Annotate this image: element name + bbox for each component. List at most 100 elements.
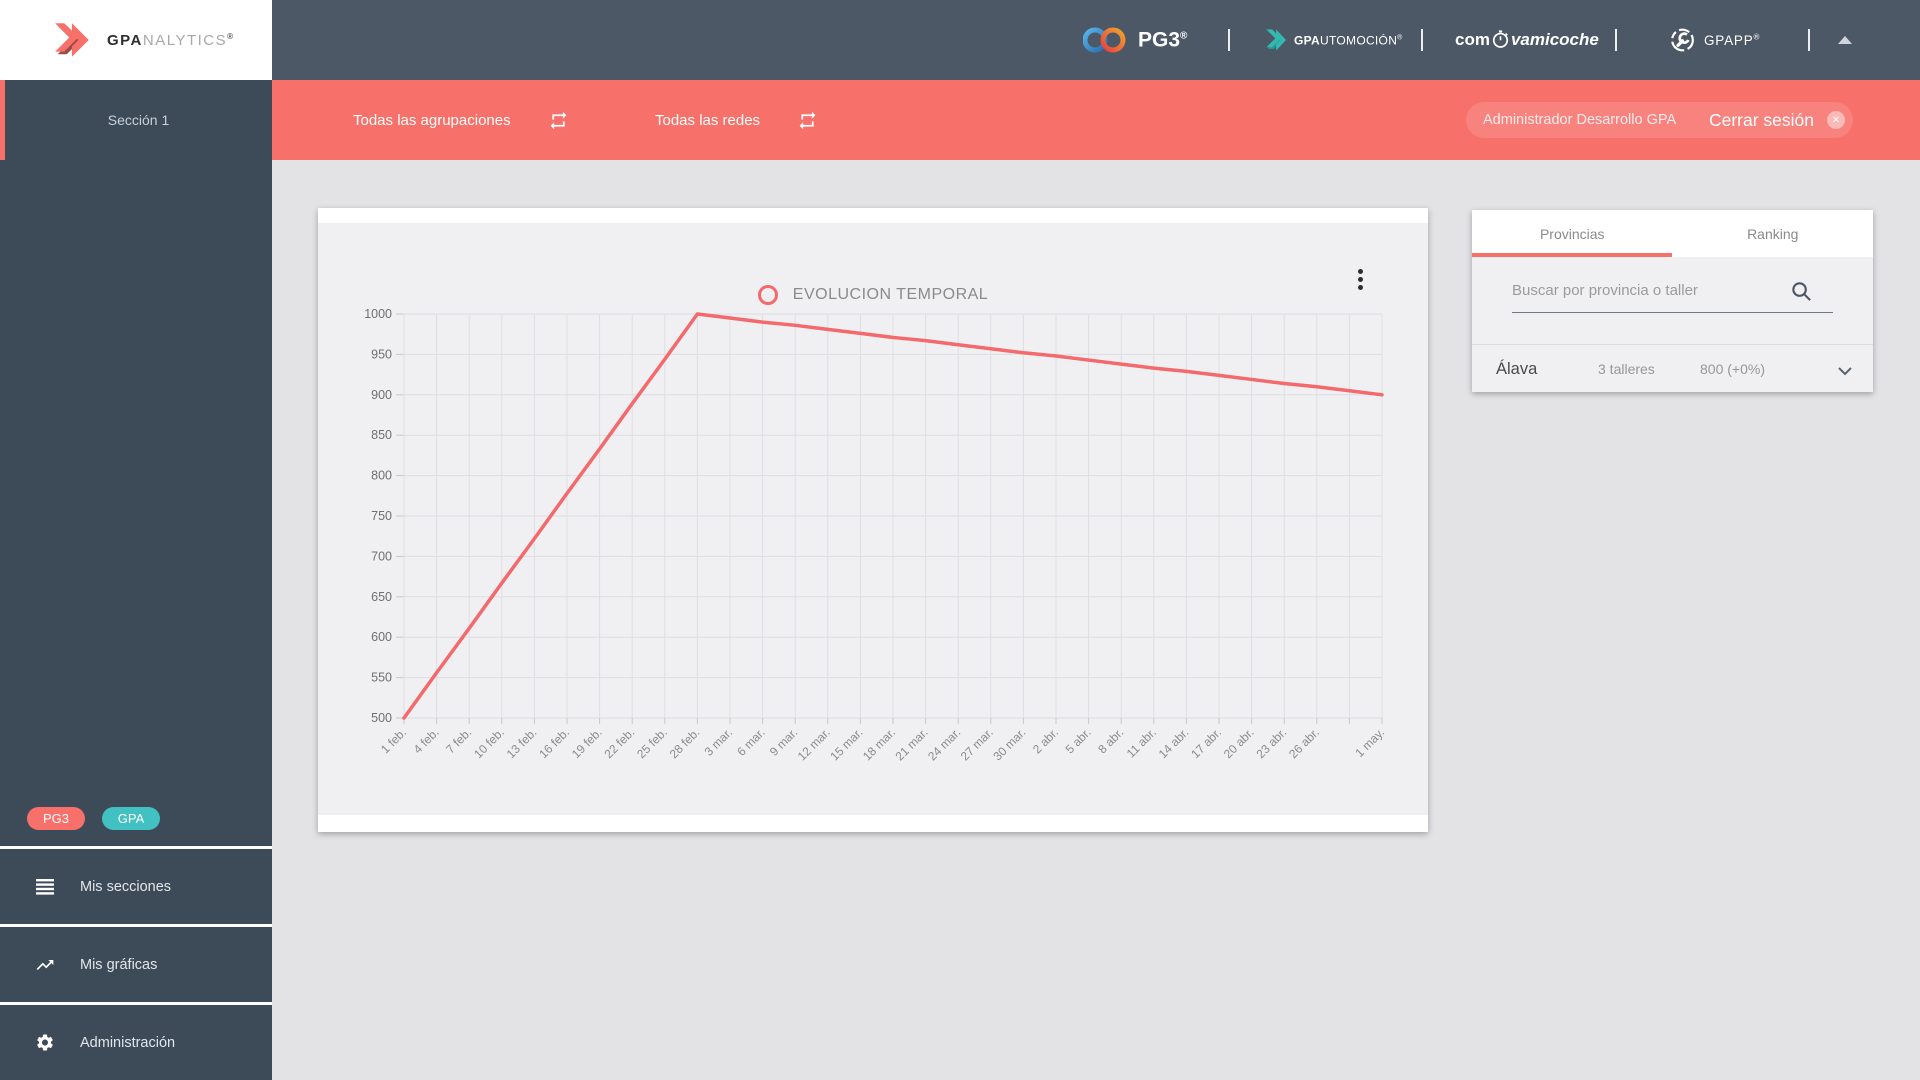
gpapp-logo-text: GPAPP® <box>1704 32 1761 48</box>
svg-text:26 abr.: 26 abr. <box>1286 725 1322 761</box>
svg-text:3 mar.: 3 mar. <box>702 725 735 758</box>
search-icon[interactable] <box>1790 280 1813 308</box>
search-field <box>1512 269 1833 313</box>
svg-text:19 feb.: 19 feb. <box>569 725 605 761</box>
svg-text:6 mar.: 6 mar. <box>734 725 767 758</box>
svg-text:12 mar.: 12 mar. <box>795 725 833 763</box>
svg-text:24 mar.: 24 mar. <box>925 725 963 763</box>
svg-text:13 feb.: 13 feb. <box>504 725 540 761</box>
close-session-icon[interactable]: ✕ <box>1827 111 1845 129</box>
compravamicoche-logo: com vamicoche <box>1455 30 1599 49</box>
filter-redes-label: Todas las redes <box>655 111 761 129</box>
gpa-badge[interactable]: GPA <box>102 807 160 830</box>
svg-text:28 feb.: 28 feb. <box>667 725 703 761</box>
gpautomocion-arrow-icon <box>1266 29 1286 51</box>
sidebar-badges: PG3 GPA <box>0 805 272 846</box>
svg-text:650: 650 <box>371 590 392 604</box>
sidebar-bottom: PG3 GPA Mis secciones Mis gráficas Admin… <box>0 805 272 1080</box>
province-row-alava[interactable]: Álava 3 talleres 800 (+0%) <box>1472 344 1873 392</box>
svg-text:30 mar.: 30 mar. <box>990 725 1028 763</box>
svg-text:4 feb.: 4 feb. <box>411 725 442 756</box>
panel-tabbar: Provincias Ranking <box>1472 210 1873 257</box>
svg-text:21 mar.: 21 mar. <box>893 725 931 763</box>
search-area <box>1472 257 1873 344</box>
chevron-down-icon[interactable] <box>1838 363 1852 381</box>
legend-marker-icon <box>757 285 778 305</box>
sidebar-item-seccion-1[interactable]: Sección 1 <box>0 80 272 160</box>
chart-menu-kebab-icon[interactable] <box>1348 269 1372 290</box>
pg3-infinity-icon <box>1083 27 1126 53</box>
svg-text:950: 950 <box>371 347 392 361</box>
province-value: 800 (+0%) <box>1700 361 1765 377</box>
svg-text:800: 800 <box>371 469 392 483</box>
line-chart-icon <box>36 959 54 970</box>
sidebar-item-label: Mis secciones <box>80 878 172 895</box>
provinces-panel: Provincias Ranking Álava 3 talleres 800 … <box>1472 210 1873 392</box>
svg-text:500: 500 <box>371 711 392 725</box>
tab-ranking[interactable]: Ranking <box>1747 225 1799 242</box>
svg-text:17 abr.: 17 abr. <box>1188 725 1224 761</box>
svg-text:27 mar.: 27 mar. <box>958 725 996 763</box>
pg3-logo-text: PG3® <box>1138 28 1188 51</box>
pg3-logo: PG3® <box>1083 27 1187 54</box>
svg-text:16 feb.: 16 feb. <box>536 725 572 761</box>
province-name: Álava <box>1496 359 1538 378</box>
sidebar-item-mis-graficas[interactable]: Mis gráficas <box>0 924 272 1002</box>
list-icon <box>36 878 54 895</box>
svg-text:900: 900 <box>371 388 392 402</box>
search-input[interactable] <box>1512 269 1792 311</box>
svg-text:850: 850 <box>371 428 392 442</box>
filter-agrupaciones-label: Todas las agrupaciones <box>353 111 511 129</box>
svg-text:550: 550 <box>371 671 392 685</box>
chart-legend: EVOLUCION TEMPORAL <box>318 285 1428 305</box>
svg-text:14 abr.: 14 abr. <box>1156 725 1192 761</box>
svg-text:22 feb.: 22 feb. <box>601 725 637 761</box>
gpanalytics-logo-text: GPANALYTICS® <box>107 31 234 49</box>
svg-text:20 abr.: 20 abr. <box>1221 725 1257 761</box>
filter-agrupaciones[interactable]: Todas las agrupaciones <box>353 80 569 160</box>
gear-icon <box>37 1034 53 1051</box>
svg-text:11 abr.: 11 abr. <box>1124 725 1159 760</box>
svg-text:18 mar.: 18 mar. <box>860 725 898 763</box>
active-tab-underline <box>1472 253 1672 257</box>
svg-text:25 feb.: 25 feb. <box>634 725 670 761</box>
sidebar-item-label: Mis gráficas <box>80 956 158 973</box>
sidebar-item-administracion[interactable]: Administración <box>0 1002 272 1080</box>
svg-text:2 abr.: 2 abr. <box>1030 725 1061 756</box>
evolution-chart: 500 550 600 650 700 750 800 850 900 950 1000 1 feb.… <box>364 307 1387 763</box>
pg3-badge[interactable]: PG3 <box>27 807 85 830</box>
svg-text:700: 700 <box>371 549 392 563</box>
svg-text:1 feb.: 1 feb. <box>378 725 409 756</box>
repeat-icon <box>550 111 566 129</box>
tab-provincias[interactable]: Provincias <box>1539 225 1605 242</box>
stopwatch-icon <box>1492 30 1509 48</box>
svg-text:600: 600 <box>371 630 392 644</box>
svg-text:23 abr.: 23 abr. <box>1253 725 1289 761</box>
gpapp-wrench-icon <box>1671 28 1694 52</box>
sidebar-item-label: Administración <box>80 1034 176 1051</box>
header-divider <box>1421 29 1423 51</box>
svg-text:10 feb.: 10 feb. <box>471 725 507 761</box>
svg-text:1000: 1000 <box>364 307 392 321</box>
top-header: GPANALYTICS® PG3® GPAUTOMOCIÓN® <box>0 0 1920 80</box>
svg-text:1 may.: 1 may. <box>1352 725 1387 760</box>
header-divider <box>1228 29 1230 51</box>
collapse-header-arrow-icon[interactable] <box>1838 36 1852 44</box>
gpanalytics-logo-icon <box>55 23 89 57</box>
header-divider <box>1808 29 1810 51</box>
logout-button[interactable]: Cerrar sesión <box>1708 109 1814 130</box>
gpapp-logo: GPAPP® <box>1669 27 1760 54</box>
gpautomocion-logo-text: GPAUTOMOCIÓN® <box>1294 33 1403 47</box>
header-divider <box>1615 29 1617 51</box>
sidebar-item-mis-secciones[interactable]: Mis secciones <box>0 846 272 924</box>
sidebar: Sección 1 PG3 GPA Mis secciones Mis gráf… <box>0 80 272 1080</box>
chart-title: EVOLUCION TEMPORAL <box>792 286 989 303</box>
chart-plot-background: EVOLUCION TEMPORAL 500 550 600 650 700 750 800… <box>318 223 1428 815</box>
svg-text:7 feb.: 7 feb. <box>443 725 474 756</box>
evolution-chart-card: EVOLUCION TEMPORAL 500 550 600 650 700 750 800… <box>318 208 1428 832</box>
svg-text:750: 750 <box>371 509 392 523</box>
filter-redes[interactable]: Todas las redes <box>655 80 818 160</box>
sidebar-section-label: Sección 1 <box>107 112 170 128</box>
svg-text:8 abr.: 8 abr. <box>1095 725 1126 756</box>
svg-text:5 abr.: 5 abr. <box>1063 725 1094 756</box>
